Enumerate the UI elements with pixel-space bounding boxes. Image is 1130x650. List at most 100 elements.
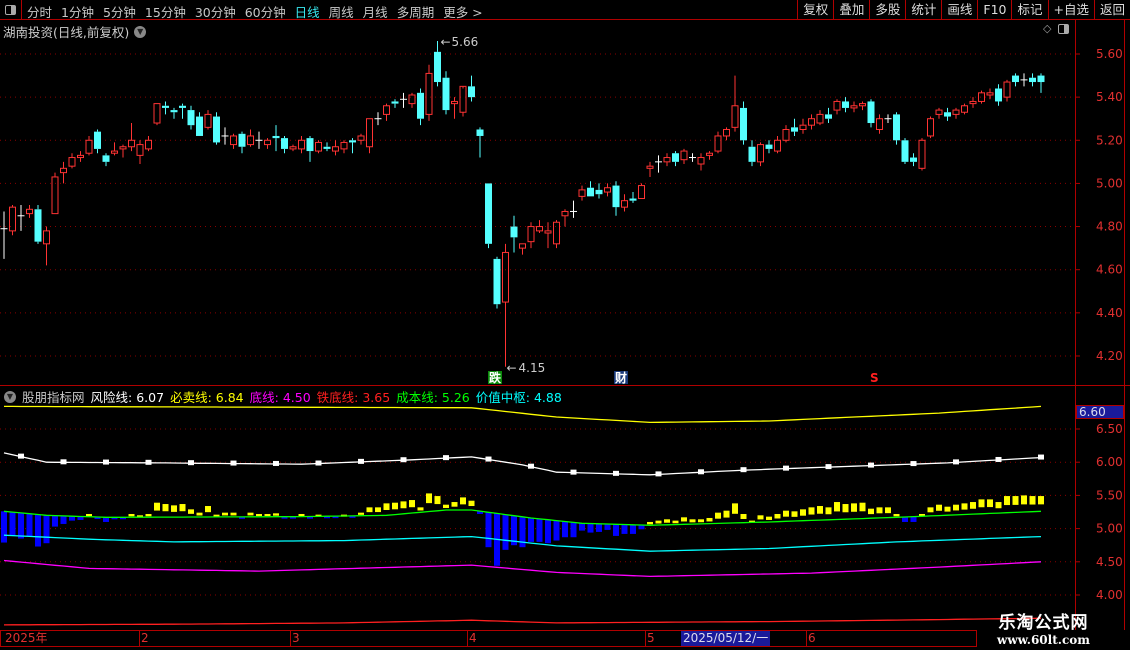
- candle: [306, 135, 314, 162]
- candle: [969, 97, 977, 108]
- risk-line-marker: [485, 456, 492, 462]
- risk-line-marker: [18, 453, 24, 459]
- indicator-bar: [570, 522, 577, 538]
- candle: [349, 138, 356, 154]
- event-marker[interactable]: 跌: [489, 370, 502, 385]
- indicator-bar: [553, 520, 560, 541]
- more-menu[interactable]: 更多 >: [443, 5, 483, 20]
- indicator-y-tick-label: 4.50: [1096, 555, 1123, 569]
- indicator-bar: [222, 512, 228, 516]
- candle: [417, 88, 424, 126]
- indicator-line-0: [3, 452, 1042, 476]
- candle: [842, 97, 849, 113]
- tab-period[interactable]: 15分钟: [144, 5, 186, 20]
- risk-line-marker: [825, 464, 832, 470]
- back-button[interactable]: 返回: [1093, 0, 1130, 20]
- kline-chart[interactable]: 5.60 5.40 5.20 5.00 4.80 4.60 4.40 4.20 6.50 6.00…: [0, 0, 1130, 630]
- candle: [179, 103, 186, 119]
- y-tick-label: 5.40: [1096, 90, 1123, 104]
- statistics-button[interactable]: 统计: [905, 0, 941, 20]
- indicator-bar: [111, 517, 118, 520]
- candle: [757, 142, 764, 167]
- candle: [791, 118, 798, 136]
- risk-line-marker: [740, 467, 747, 473]
- indicator-bar: [332, 516, 339, 519]
- tab-period[interactable]: 30分钟: [194, 5, 236, 20]
- indicator-bar: [392, 502, 398, 510]
- tab-period[interactable]: 分时: [27, 5, 53, 20]
- indicator-value-2: 底线: 4.50: [249, 390, 311, 405]
- indicator-bar: [715, 512, 721, 519]
- indicator-bar: [698, 519, 704, 523]
- candle: [621, 194, 628, 212]
- indicator-bar: [409, 500, 415, 508]
- tab-period[interactable]: 5分钟: [102, 5, 136, 20]
- candle: [281, 135, 288, 154]
- multi-stock-button[interactable]: 多股: [869, 0, 905, 20]
- time-axis: 2025年 2 3 4 5 2025/05/12/一 6: [0, 630, 977, 647]
- tab-period[interactable]: 多周期: [396, 5, 435, 20]
- chevron-down-icon[interactable]: ▼: [134, 25, 147, 38]
- watermark-line1: 乐淘公式网: [998, 613, 1089, 633]
- indicator-bar: [298, 513, 305, 516]
- candle: [289, 144, 297, 152]
- tab-period[interactable]: 60分钟: [244, 5, 286, 20]
- chevron-down-icon[interactable]: ▼: [4, 390, 16, 403]
- panel-toggle-icon[interactable]: [1058, 24, 1069, 34]
- indicator-bar: [817, 506, 823, 514]
- indicator-bar: [1012, 496, 1019, 505]
- diamond-icon[interactable]: ◇: [1043, 22, 1052, 35]
- time-label: 5: [647, 631, 655, 645]
- axis-divider: [1124, 20, 1125, 630]
- risk-line-marker: [528, 463, 534, 469]
- candle: [298, 135, 305, 154]
- indicator-bar: [375, 507, 381, 513]
- candle: [893, 112, 900, 145]
- indicator-bar: [842, 504, 849, 513]
- mark-button[interactable]: 标记: [1011, 0, 1047, 20]
- tab-period[interactable]: 1分钟: [61, 5, 94, 20]
- candle: [714, 131, 722, 154]
- indicator-bar: [1004, 496, 1010, 506]
- indicator-bar: [137, 515, 143, 518]
- tab-period-daily[interactable]: 日线: [294, 5, 320, 20]
- event-marker[interactable]: S: [870, 371, 879, 385]
- indicator-bar: [256, 513, 262, 517]
- candle: [340, 140, 348, 154]
- risk-line-marker: [188, 460, 194, 466]
- indicator-name: 股朋指标网: [22, 390, 85, 405]
- f10-button[interactable]: F10: [977, 0, 1011, 20]
- watermark-line2: www.60lt.com: [997, 633, 1090, 647]
- draw-line-button[interactable]: 画线: [941, 0, 977, 20]
- indicator-bar: [213, 514, 220, 517]
- indicator-bar: [536, 518, 543, 542]
- event-marker-bg: [488, 371, 502, 384]
- restore-rights-button[interactable]: 复权: [797, 0, 833, 20]
- y-tick-label: 4.40: [1096, 306, 1123, 320]
- indicator-bar: [434, 496, 441, 505]
- candle: [85, 135, 93, 156]
- candle: [43, 226, 50, 266]
- indicator-y-tick-label: 6.00: [1096, 455, 1123, 469]
- candle: [952, 107, 960, 119]
- candle: [442, 71, 450, 115]
- risk-line-marker: [60, 459, 67, 465]
- event-marker[interactable]: 财: [614, 370, 627, 385]
- indicator-bar: [230, 512, 237, 516]
- y-tick-label: 5.60: [1096, 47, 1123, 61]
- indicator-bar: [324, 516, 330, 519]
- indicator-bar: [808, 507, 815, 515]
- candle: [1020, 73, 1028, 87]
- indicator-line-5: [3, 617, 1042, 626]
- tab-period[interactable]: 周线: [328, 5, 354, 20]
- candle: [706, 151, 713, 160]
- tab-period[interactable]: 月线: [362, 5, 388, 20]
- candle: [612, 181, 620, 216]
- panel-toggle-icon[interactable]: [0, 0, 22, 20]
- indicator-header: ▼ 股朋指标网 风险线: 6.07 必卖线: 6.84 底线: 4.50 铁底线: 3…: [4, 387, 568, 406]
- indicator-line-1: [4, 405, 1042, 424]
- indicator-bar: [43, 515, 50, 544]
- add-watchlist-button[interactable]: +自选: [1047, 0, 1094, 20]
- overlay-button[interactable]: 叠加: [833, 0, 869, 20]
- candle: [111, 142, 118, 156]
